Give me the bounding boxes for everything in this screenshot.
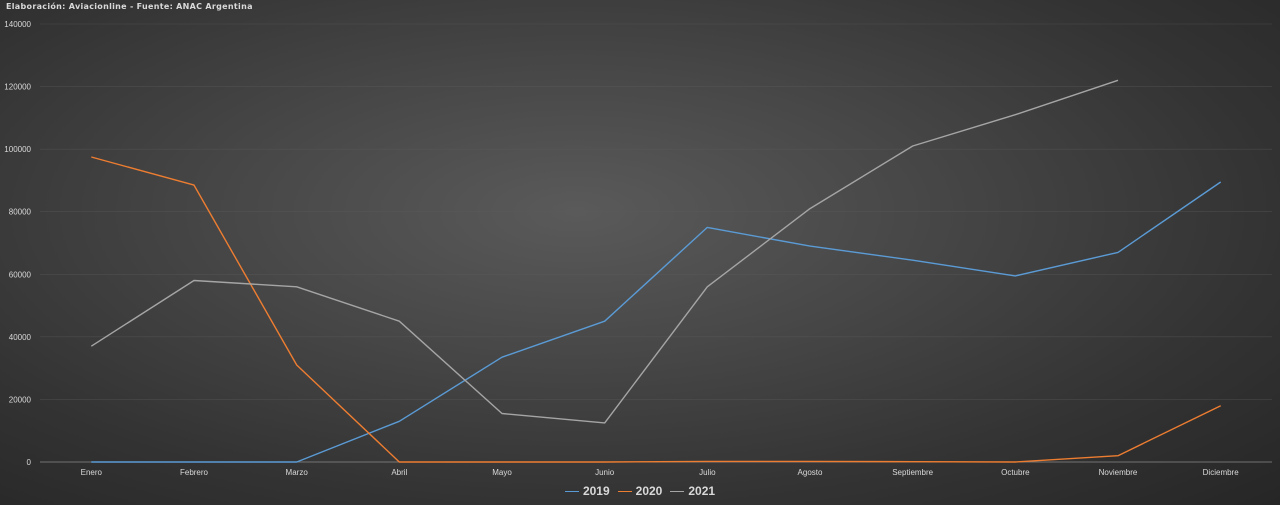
x-tick-label: Febrero — [180, 468, 209, 477]
legend-item-2021: 2021 — [670, 484, 715, 498]
legend-label: 2019 — [582, 484, 610, 498]
x-tick-label: Enero — [81, 468, 103, 477]
x-tick-label: Septiembre — [892, 468, 933, 477]
x-tick-label: Agosto — [798, 468, 823, 477]
legend-item-2019: 2019 — [564, 484, 610, 498]
x-tick-label: Noviembre — [1099, 468, 1138, 477]
y-axis-ticks: 0 20000 40000 60000 80000 100000 120000 140000 — [4, 20, 31, 467]
x-tick-label: Julio — [699, 468, 716, 477]
source-note: Elaboración: Aviacionline - Fuente: ANAC… — [6, 2, 253, 11]
legend-label: 2020 — [635, 484, 663, 498]
x-tick-label: Diciembre — [1203, 468, 1240, 477]
y-tick-label: 100000 — [4, 145, 31, 154]
y-tick-label: 120000 — [4, 83, 31, 92]
legend-swatch — [617, 490, 632, 492]
series-line-2021 — [90, 79, 1119, 424]
legend-swatch — [670, 490, 685, 492]
y-tick-label: 20000 — [9, 395, 32, 404]
y-tick-label: 40000 — [9, 333, 32, 342]
series-line-2019 — [91, 181, 1222, 463]
y-tick-label: 140000 — [4, 20, 31, 29]
legend-swatch — [564, 490, 579, 492]
series-line-2020 — [91, 156, 1222, 463]
x-tick-label: Octubre — [1001, 468, 1030, 477]
legend-label: 2021 — [688, 484, 716, 498]
x-tick-label: Abril — [391, 468, 407, 477]
legend-item-2020: 2020 — [617, 484, 663, 498]
y-tick-label: 0 — [27, 458, 32, 467]
chart-legend: 2019 2020 2021 — [0, 484, 1280, 498]
x-axis-ticks: Enero Febrero Marzo Abril Mayo Junio Julio Agos… — [81, 468, 1240, 477]
series-layer — [90, 79, 1222, 463]
y-tick-label: 80000 — [9, 208, 32, 217]
grid-layer — [40, 23, 1272, 463]
x-tick-label: Marzo — [286, 468, 309, 477]
x-tick-label: Mayo — [492, 468, 512, 477]
x-tick-label: Junio — [595, 468, 615, 477]
y-tick-label: 60000 — [9, 270, 32, 279]
